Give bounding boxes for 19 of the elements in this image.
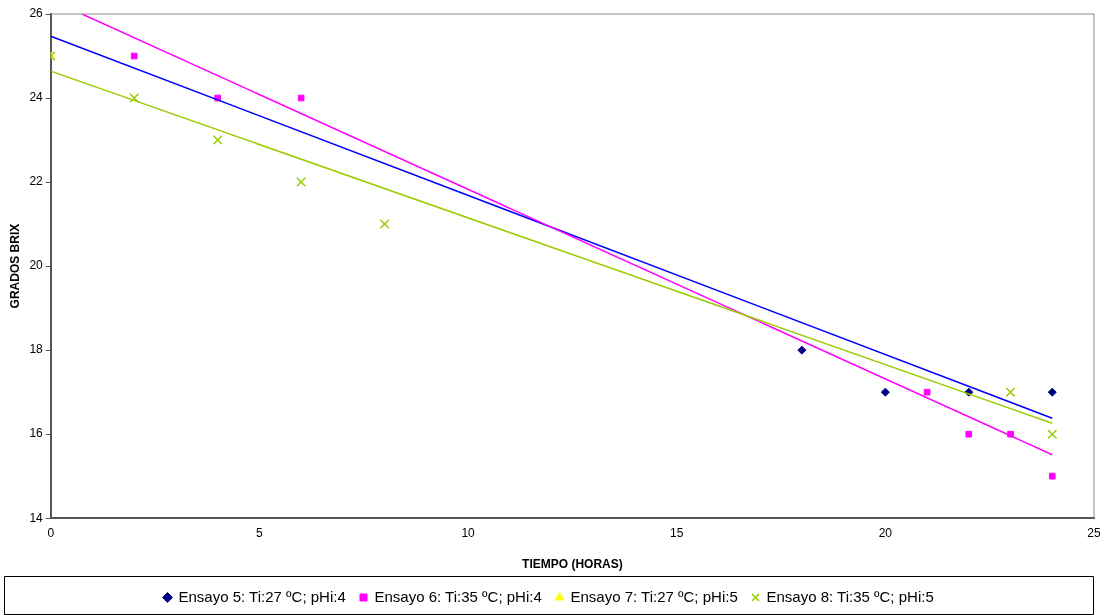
y-tick-label: 22	[29, 174, 44, 189]
y-axis-title: GRADOS BRIX	[7, 223, 22, 309]
y-tick-label: 14	[29, 510, 44, 525]
x-tick-label: 0	[47, 525, 55, 540]
legend-label: Ensayo 6: Ti:35 ºC; pHi:4	[374, 587, 542, 605]
y-tick-label: 20	[29, 258, 44, 273]
y-tick-label: 24	[29, 90, 44, 105]
x-tick-label: 20	[878, 525, 893, 540]
x-axis-title: TIEMPO (HORAS)	[522, 557, 623, 572]
x-tick-label: 5	[256, 525, 264, 540]
legend-label: Ensayo 7: Ti:27 ºC; pHi:5	[570, 587, 738, 605]
x-tick-label: 15	[670, 525, 684, 540]
x-tick-label: 10	[461, 525, 476, 540]
y-tick-label: 16	[29, 426, 44, 441]
legend-label: Ensayo 5: Ti:27 ºC; pHi:4	[178, 587, 346, 605]
y-tick-label: 18	[29, 342, 44, 357]
legend-label: Ensayo 8: Ti:35 ºC; pHi:5	[766, 587, 934, 605]
y-tick-label: 26	[29, 6, 44, 21]
x-tick-label: 25	[1087, 525, 1101, 540]
